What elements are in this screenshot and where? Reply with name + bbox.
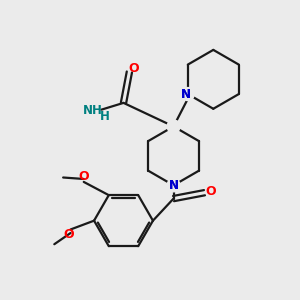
Text: O: O <box>128 62 139 75</box>
Text: N: N <box>169 179 178 192</box>
Text: O: O <box>205 185 216 198</box>
Circle shape <box>167 120 180 133</box>
Circle shape <box>181 88 194 100</box>
Text: N: N <box>181 88 191 100</box>
Text: NH: NH <box>82 104 103 117</box>
Text: O: O <box>78 170 89 183</box>
Text: N: N <box>169 179 178 192</box>
Text: H: H <box>100 110 110 123</box>
Text: O: O <box>64 228 74 241</box>
Text: N: N <box>181 88 191 100</box>
Circle shape <box>167 179 180 192</box>
